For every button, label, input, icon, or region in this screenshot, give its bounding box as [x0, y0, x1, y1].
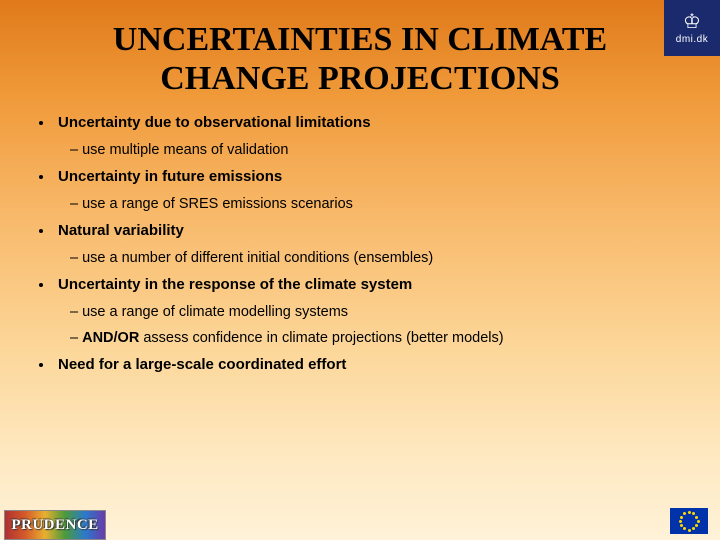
- sub-item: use a number of different initial condit…: [84, 250, 690, 266]
- sub-list: use a range of climate modelling systems…: [54, 304, 690, 346]
- sub-item: use a range of climate modelling systems: [84, 304, 690, 320]
- prudence-badge: PRUDENCE: [4, 510, 106, 540]
- bullet-head: Natural variability: [54, 222, 184, 239]
- bullet-list: Uncertainty due to observational limitat…: [48, 114, 690, 378]
- bullet-head: Uncertainty in the response of the clima…: [54, 276, 412, 293]
- logo-text: dmi.dk: [676, 34, 708, 45]
- sub-item-emphasis: AND/OR: [82, 330, 139, 346]
- sub-list: use a number of different initial condit…: [54, 250, 690, 266]
- bullet-head: Uncertainty in future emissions: [54, 168, 282, 185]
- bullet-item: Natural variability use a number of diff…: [54, 222, 690, 266]
- eu-stars: [680, 512, 698, 530]
- logo-topright: ♔ dmi.dk: [664, 0, 720, 56]
- sub-list: use a range of SRES emissions scenarios: [54, 196, 690, 212]
- bullet-item: Uncertainty in future emissions use a ra…: [54, 168, 690, 212]
- sub-list: use multiple means of validation: [54, 142, 690, 158]
- bullet-head: Need for a large-scale coordinated effor…: [54, 356, 346, 373]
- sub-item: use multiple means of validation: [84, 142, 690, 158]
- crown-icon: ♔: [683, 12, 701, 32]
- slide-body: Uncertainty due to observational limitat…: [0, 108, 720, 378]
- slide: ♔ dmi.dk UNCERTAINTIES IN CLIMATE CHANGE…: [0, 0, 720, 540]
- bullet-item: Uncertainty in the response of the clima…: [54, 276, 690, 346]
- sub-item-rest: assess confidence in climate projections…: [139, 330, 503, 346]
- bullet-item: Uncertainty due to observational limitat…: [54, 114, 690, 158]
- slide-title: UNCERTAINTIES IN CLIMATE CHANGE PROJECTI…: [0, 0, 720, 108]
- sub-item: AND/OR assess confidence in climate proj…: [84, 330, 690, 346]
- bullet-item: Need for a large-scale coordinated effor…: [54, 356, 690, 378]
- eu-flag-icon: [670, 508, 708, 534]
- bullet-head: Uncertainty due to observational limitat…: [54, 114, 371, 131]
- sub-item: use a range of SRES emissions scenarios: [84, 196, 690, 212]
